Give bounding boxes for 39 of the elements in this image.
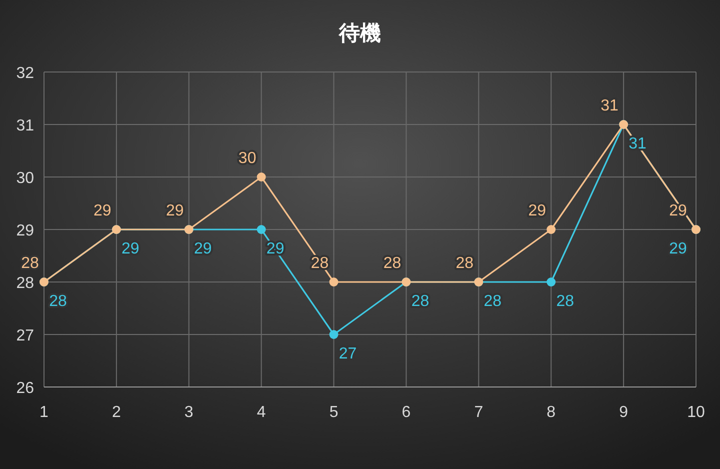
x-tick-label: 10 <box>687 404 705 421</box>
data-label: 28 <box>49 293 67 310</box>
point <box>329 330 338 339</box>
y-tick-label: 26 <box>16 380 34 397</box>
data-label: 29 <box>528 202 546 220</box>
data-label: 29 <box>94 202 112 220</box>
point <box>256 172 266 182</box>
data-label: 28 <box>484 293 502 310</box>
data-label: 29 <box>166 202 184 220</box>
x-tick-label: 8 <box>546 404 556 421</box>
x-tick-label: 5 <box>329 404 338 421</box>
x-tick-label: 9 <box>619 404 628 421</box>
y-tick-label: 31 <box>16 118 34 134</box>
y-tick-label: 30 <box>16 170 34 187</box>
point <box>546 278 556 286</box>
data-label: 29 <box>669 240 687 258</box>
data-label: 27 <box>338 346 357 362</box>
y-tick-label: 28 <box>16 275 34 292</box>
x-tick-label: 1 <box>40 404 49 421</box>
x-tick-label: 2 <box>112 404 121 421</box>
data-label: 28 <box>456 255 474 272</box>
y-tick-label: 27 <box>16 328 34 344</box>
point <box>256 225 266 234</box>
point <box>546 225 556 234</box>
point <box>329 278 338 286</box>
y-tick-label: 29 <box>16 222 34 240</box>
data-label: 29 <box>122 240 140 258</box>
data-label: 28 <box>411 293 430 310</box>
data-label: 30 <box>238 150 256 167</box>
x-tick-label: 3 <box>184 404 194 421</box>
data-label: 28 <box>556 293 574 310</box>
y-tick-label: 32 <box>16 65 34 82</box>
x-tick-label: 4 <box>256 404 266 421</box>
data-label: 29 <box>194 240 212 258</box>
x-tick-label: 7 <box>474 404 484 421</box>
data-label: 28 <box>383 255 402 272</box>
data-label: 31 <box>600 98 619 114</box>
chart-title: 待機 <box>338 22 381 45</box>
x-tick-label: 6 <box>402 404 411 421</box>
